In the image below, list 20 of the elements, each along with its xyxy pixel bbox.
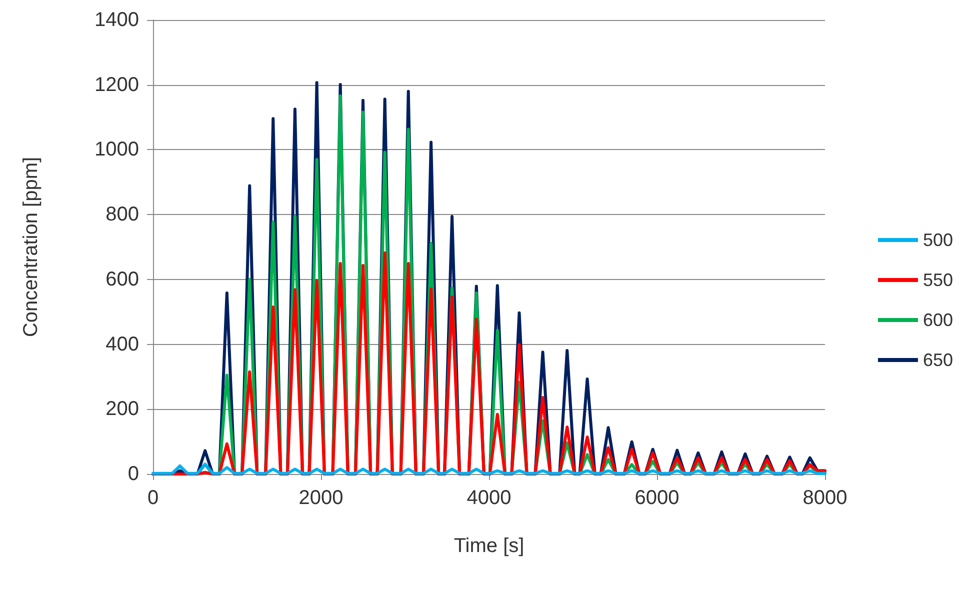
y-tick-label: 1400: [94, 9, 139, 31]
legend-label: 500: [922, 230, 954, 250]
y-tick-label: 800: [106, 204, 139, 226]
x-tick-label: 8000: [802, 487, 848, 509]
legend-label: 600: [922, 310, 954, 330]
x-tick-label: 4000: [466, 487, 512, 509]
y-tick-label: 400: [106, 333, 139, 356]
legend-label: 650: [922, 350, 954, 370]
y-tick-label: 1000: [94, 138, 139, 161]
y-axis-title: Concentration [ppm]: [20, 156, 42, 338]
y-tick-label: 1200: [94, 74, 139, 96]
x-tick-label: 6000: [634, 487, 680, 509]
legend-label: 550: [922, 270, 954, 290]
y-tick-label: 0: [128, 463, 139, 485]
line-series: [152, 462, 826, 475]
x-axis-title: Time [s]: [454, 535, 524, 557]
x-tick-label: 0: [147, 487, 159, 509]
x-tick-label: 2000: [298, 487, 344, 509]
y-tick-label: 600: [106, 268, 139, 290]
y-tick-label: 200: [106, 398, 139, 420]
